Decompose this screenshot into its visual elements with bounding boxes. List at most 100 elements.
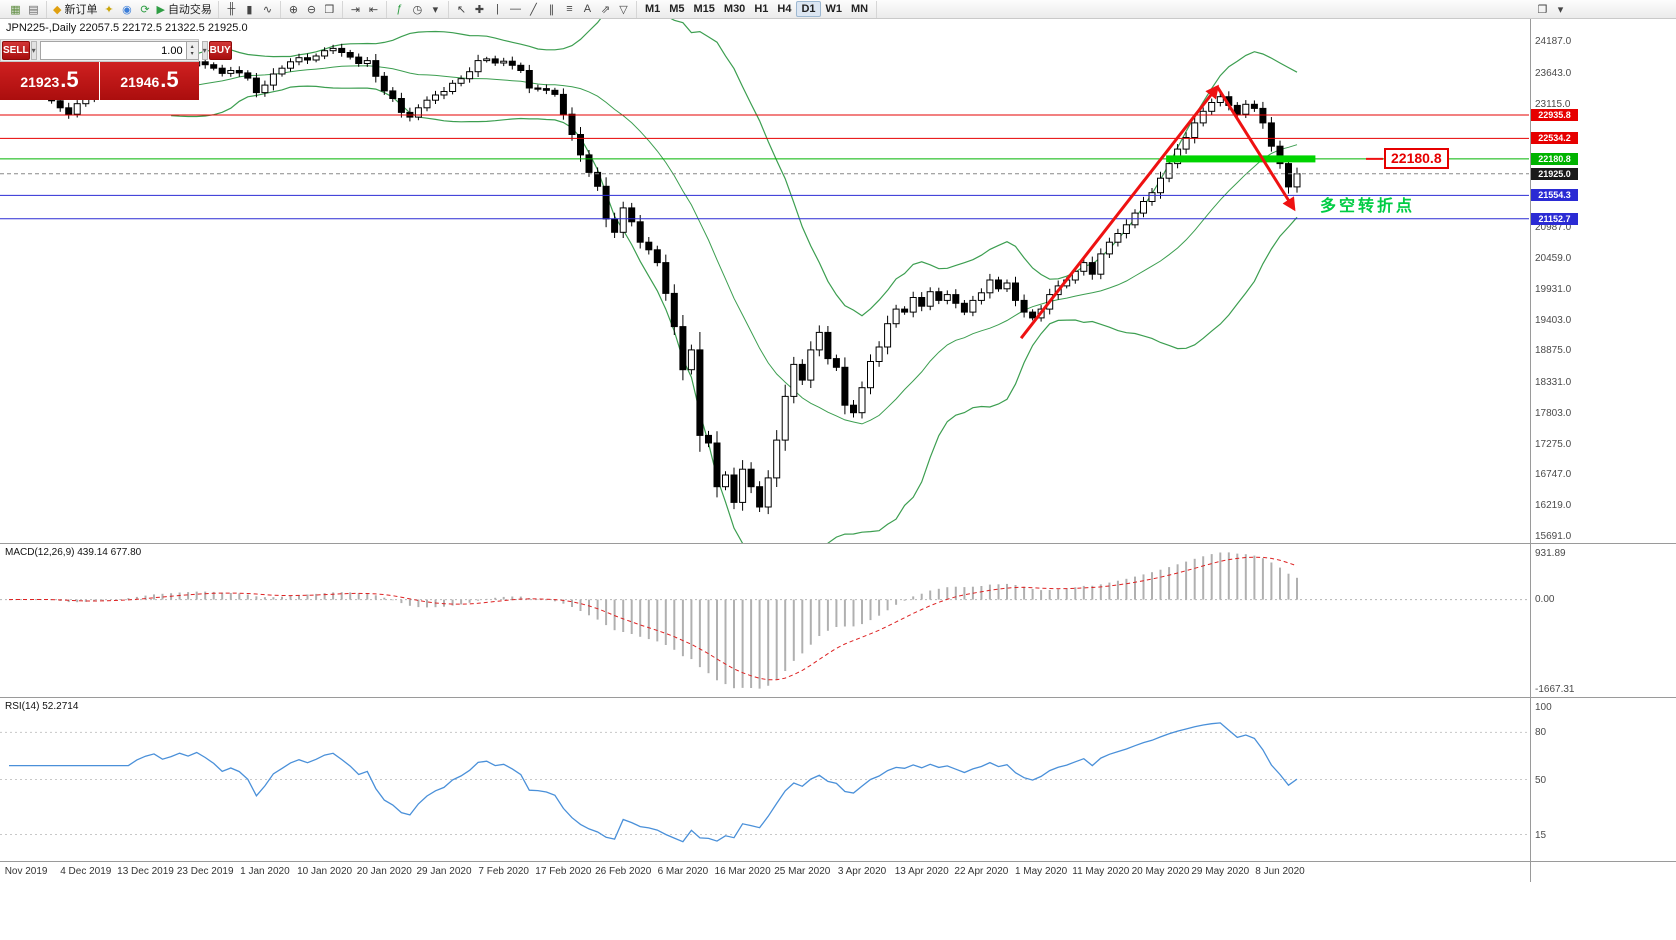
buy-price[interactable]: 21946.5	[100, 62, 199, 100]
auto-scroll-button[interactable]: ⇥	[347, 1, 364, 17]
profiles-button[interactable]: ▤	[25, 1, 42, 17]
trend-arrow[interactable]	[1216, 86, 1296, 212]
timeframe-m30[interactable]: M30	[720, 1, 749, 17]
bar-chart-button[interactable]: ╫	[223, 1, 240, 17]
trendline-icon: ╱	[530, 3, 537, 16]
timeframe-d1[interactable]: D1	[796, 1, 821, 17]
fibonacci-button[interactable]: ≡	[561, 1, 578, 17]
zoom-out-button[interactable]: ⊖	[303, 1, 320, 17]
timeframe-h4-label: H4	[777, 3, 792, 15]
arrange-windows-button[interactable]: ❐	[1534, 1, 1551, 17]
zoom-out-icon: ⊖	[306, 3, 317, 16]
text-icon: A	[583, 3, 592, 15]
arrows-icon: ⇗	[600, 3, 611, 16]
timeframe-m5[interactable]: M5	[665, 1, 688, 17]
volume-down-button[interactable]: ▾	[190, 50, 194, 57]
arrange-windows-icon: ❐	[1537, 3, 1548, 16]
timeframe-m15-label: M15	[693, 3, 715, 15]
rsi-indicator-label: RSI(14) 52.2714	[5, 701, 79, 712]
new-order-icon: ◆	[53, 3, 62, 16]
sell-price[interactable]: 21923.5	[0, 62, 99, 100]
shapes-button[interactable]: ▽	[615, 1, 632, 17]
buy-price-frac: .5	[160, 67, 179, 92]
timeframe-h4[interactable]: H4	[773, 1, 795, 17]
crosshair-button[interactable]: ✚	[471, 1, 488, 17]
toolbar-group-zoom: ⊕ ⊖ ❒	[281, 0, 343, 18]
candlestick-chart-button[interactable]: ▮	[241, 1, 258, 17]
more-tools-icon: ▾	[1557, 3, 1564, 16]
sell-options-caret-icon[interactable]: ▾	[30, 41, 37, 60]
buy-button[interactable]: BUY	[208, 41, 232, 60]
volume-input[interactable]	[39, 41, 187, 60]
main-chart-pane	[5, 19, 1301, 543]
timeframe-w1-label: W1	[825, 3, 843, 15]
profiles-icon: ▤	[28, 3, 39, 16]
autotrading-button[interactable]: ▶ 自动交易	[154, 1, 213, 17]
sell-price-frac: .5	[60, 67, 79, 92]
support-highlight-bar[interactable]	[1166, 155, 1316, 163]
toolbar: ▦ ▤ ◆ 新订单 ✦ ◉ ⟳ ▶ 自动交易 ╫ ▮ ∿ ⊕ ⊖ ❒ ⇥ ⇤ ƒ ◷ ▾ ↖ ✚ | — ╱ ∥ ≡ A ⇗ ▽ M1 M5 M…	[0, 0, 1676, 19]
crosshair-icon: ✚	[474, 3, 485, 16]
trendline-button[interactable]: ╱	[525, 1, 542, 17]
channel-button[interactable]: ∥	[543, 1, 560, 17]
cursor-button[interactable]: ↖	[453, 1, 470, 17]
pane-separator[interactable]	[0, 697, 1676, 698]
chart-shift-button[interactable]: ⇤	[365, 1, 382, 17]
new-order-button[interactable]: ◆ 新订单	[51, 1, 99, 17]
sell-button[interactable]: SELL	[2, 41, 30, 60]
candlestick-chart-icon: ▮	[246, 3, 253, 16]
volume-control: ▴▾	[39, 41, 199, 60]
horizontal-line-button[interactable]: —	[507, 1, 524, 17]
metaeditor-button[interactable]: ✦	[100, 1, 117, 17]
refresh-button[interactable]: ⟳	[136, 1, 153, 17]
timeframe-h1-label: H1	[754, 3, 769, 15]
zoom-in-button[interactable]: ⊕	[285, 1, 302, 17]
sell-price-main: 21923	[20, 74, 60, 90]
order-controls-row: SELL ▾ ▴▾ ▾ BUY	[0, 39, 232, 62]
bollinger-lower-band	[171, 85, 1298, 543]
timeframe-m1-label: M1	[644, 3, 661, 15]
timeframe-d1-label: D1	[801, 3, 816, 15]
toolbar-group-chart-type: ╫ ▮ ∿	[219, 0, 281, 18]
toolbar-group-scroll: ⇥ ⇤	[343, 0, 387, 18]
periods-button[interactable]: ◷	[409, 1, 426, 17]
new-chart-button[interactable]: ▦	[7, 1, 24, 17]
turning-point-annotation: 多空转折点	[1320, 198, 1416, 215]
timeframe-w1[interactable]: W1	[822, 1, 847, 17]
timeframe-m30-label: M30	[723, 3, 746, 15]
arrows-button[interactable]: ⇗	[597, 1, 614, 17]
timeframe-m1[interactable]: M1	[641, 1, 664, 17]
line-chart-button[interactable]: ∿	[259, 1, 276, 17]
buy-options-caret-icon[interactable]: ▾	[201, 41, 208, 60]
indicators-button[interactable]: ƒ	[391, 1, 408, 17]
level-callout-label[interactable]: 22180.8	[1384, 148, 1449, 169]
line-chart-icon: ∿	[262, 3, 273, 16]
vertical-line-button[interactable]: |	[489, 1, 506, 17]
zoom-in-icon: ⊕	[288, 3, 299, 16]
pane-separator[interactable]	[0, 861, 1676, 862]
navigator-button[interactable]: ◉	[118, 1, 135, 17]
timeframe-h1[interactable]: H1	[750, 1, 772, 17]
bollinger-middle-band	[171, 65, 1298, 425]
rsi-line	[9, 722, 1298, 843]
timeframe-mn[interactable]: MN	[847, 1, 872, 17]
metaeditor-icon: ✦	[104, 3, 114, 16]
toolbar-group-drawing: ↖ ✚ | — ╱ ∥ ≡ A ⇗ ▽	[449, 0, 637, 18]
templates-button[interactable]: ▾	[427, 1, 444, 17]
macd-signal-line	[8, 556, 1298, 681]
timeframe-m15[interactable]: M15	[690, 1, 719, 17]
one-click-trading-panel: SELL ▾ ▴▾ ▾ BUY 21923.5 21946.5	[0, 39, 232, 100]
volume-up-button[interactable]: ▴	[190, 43, 194, 50]
horizontal-line-icon: —	[509, 3, 521, 15]
tile-windows-button[interactable]: ❒	[321, 1, 338, 17]
timeframe-m5-label: M5	[669, 3, 685, 15]
pane-separator[interactable]	[0, 543, 1676, 544]
toolbar-group-window: ❐ ▾	[1530, 1, 1573, 18]
toolbar-group-timeframes: M1 M5 M15 M30 H1 H4 D1 W1 MN	[637, 0, 878, 18]
tile-windows-icon: ❒	[324, 3, 335, 16]
trend-arrow[interactable]	[1019, 84, 1219, 340]
text-button[interactable]: A	[579, 1, 596, 17]
more-tools-button[interactable]: ▾	[1552, 1, 1569, 17]
bar-chart-icon: ╫	[227, 3, 236, 15]
